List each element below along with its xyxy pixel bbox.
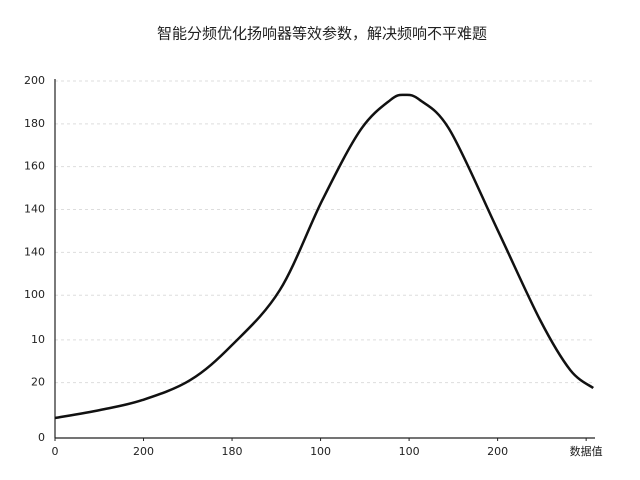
x-tick-label: 100 (310, 445, 331, 458)
y-tick-label: 200 (24, 74, 45, 87)
chart-title: 智能分频优化扬响器等效参数，解决频响不平难题 (157, 25, 487, 43)
y-tick-label: 10 (31, 333, 45, 346)
x-tick-label: 200 (487, 445, 508, 458)
y-tick-label: 180 (24, 117, 45, 130)
y-tick-label: 160 (24, 160, 45, 173)
x-tick-label: 180 (222, 445, 243, 458)
x-tick-label: 200 (133, 445, 154, 458)
y-tick-label: 20 (31, 376, 45, 389)
y-tick-label: 140 (24, 203, 45, 216)
x-tick-label: 0 (52, 445, 59, 458)
y-tick-label: 0 (38, 431, 45, 444)
y-tick-label: 100 (24, 288, 45, 301)
x-tick-label: 100 (399, 445, 420, 458)
x-tick-label: 数据值 (570, 444, 603, 458)
y-tick-label: 140 (24, 245, 45, 258)
line (54, 93, 594, 420)
